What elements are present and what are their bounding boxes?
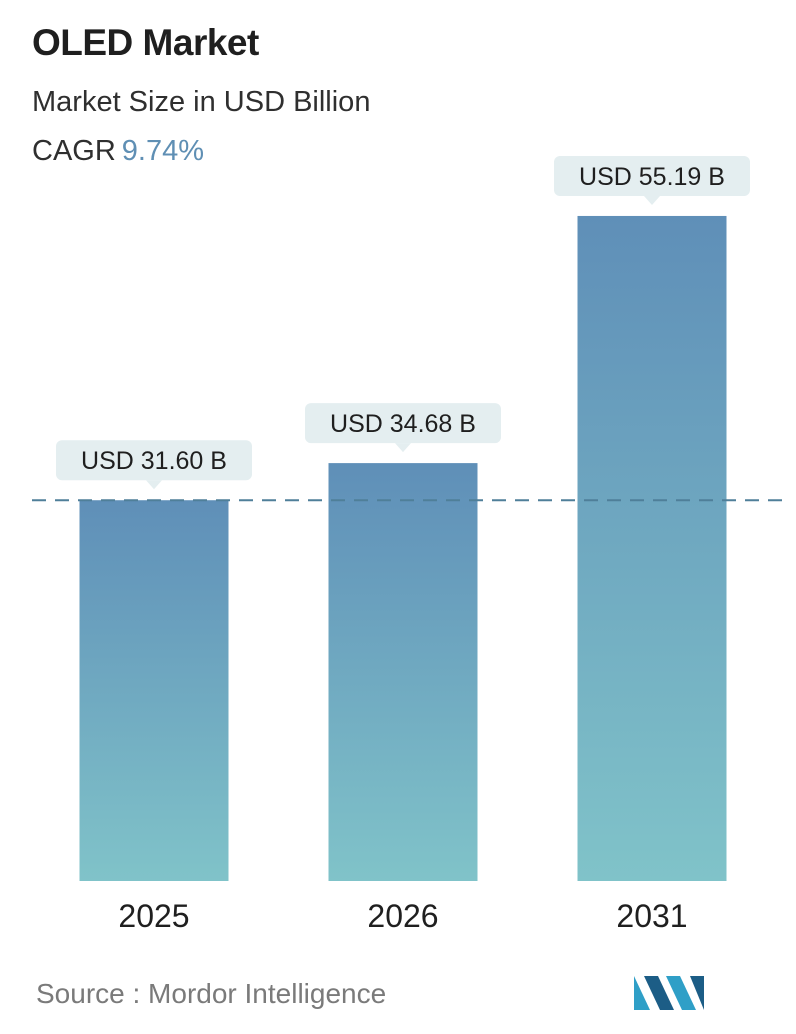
data-label-2025: USD 31.60 B [56,440,252,490]
x-tick-label-2031: 2031 [616,898,687,934]
bar-2026 [328,463,478,881]
source-credit: Source : Mordor Intelligence [36,978,387,1009]
chart-title: OLED Market [32,22,259,63]
bar-2025 [79,500,229,881]
x-tick-label-2025: 2025 [118,898,189,934]
cagr-value: 9.74% [121,135,205,167]
data-label-text: USD 55.19 B [579,163,725,191]
data-label-text: USD 31.60 B [81,447,227,475]
bar-2031 [577,215,727,881]
data-label-2026: USD 34.68 B [305,403,501,453]
cagr-line: CAGR 9.74% [32,135,204,168]
data-label-text: USD 34.68 B [330,410,476,438]
mordor-intelligence-logo-icon [634,976,704,1010]
x-tick-label-2026: 2026 [367,898,438,934]
chart-subtitle: Market Size in USD Billion [32,86,371,118]
cagr-label: CAGR [32,135,116,167]
data-label-2031: USD 55.19 B [554,155,750,205]
